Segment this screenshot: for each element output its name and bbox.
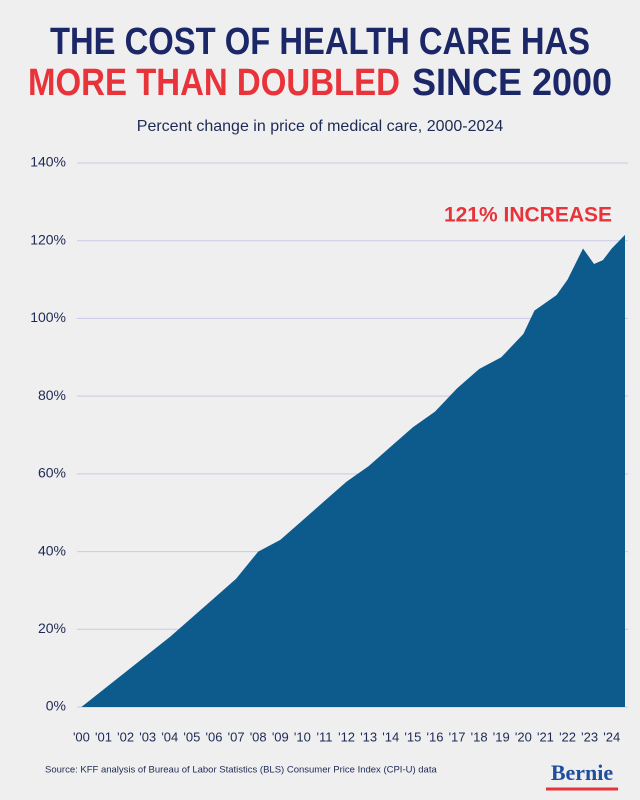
x-tick-label: '17 [449,729,466,744]
x-tick-label: '14 [382,729,399,744]
x-tick-label: '09 [272,729,289,744]
title-line: SINCE 2000 [412,62,612,104]
y-tick-label: 120% [30,231,66,247]
x-tick-label: '02 [117,729,134,744]
x-tick-label: '20 [515,729,532,744]
x-tick-label: '18 [471,729,488,744]
x-tick-label: '07 [228,729,245,744]
y-tick-label: 20% [38,620,66,636]
x-tick-label: '23 [581,729,598,744]
x-tick-label: '24 [603,729,620,744]
y-tick-label: 80% [38,387,66,403]
x-tick-label: '08 [250,729,267,744]
x-tick-label: '10 [294,729,311,744]
x-tick-label: '16 [426,729,443,744]
x-tick-label: '15 [404,729,421,744]
source: Source: KFF analysis of Bureau of Labor … [45,765,437,776]
x-tick-label: '06 [206,729,223,744]
x-tick-label: '05 [183,729,200,744]
x-tick-label: '22 [559,729,576,744]
x-tick-label: '11 [316,729,332,744]
x-tick-label: '01 [95,729,112,744]
title-line: THE COST OF HEALTH CARE HAS [50,21,590,63]
y-tick-label: 0% [46,698,66,714]
y-tick-label: 40% [38,542,66,558]
x-tick-label: '04 [161,729,178,744]
x-tick-label: '13 [360,729,377,744]
subtitle: Percent change in price of medical care,… [137,118,504,135]
title-highlight: MORE THAN DOUBLED [28,62,400,104]
x-tick-label: '03 [139,729,156,744]
annotation: 121% INCREASE [444,204,612,227]
logo: Bernie [551,760,614,785]
y-tick-label: 100% [30,309,66,325]
y-tick-label: 60% [38,465,66,481]
x-tick-label: '21 [537,729,554,744]
x-tick-label: '00 [73,729,90,744]
x-tick-label: '12 [338,729,355,744]
x-tick-label: '19 [493,729,510,744]
y-tick-label: 140% [30,154,66,170]
area [81,234,625,707]
